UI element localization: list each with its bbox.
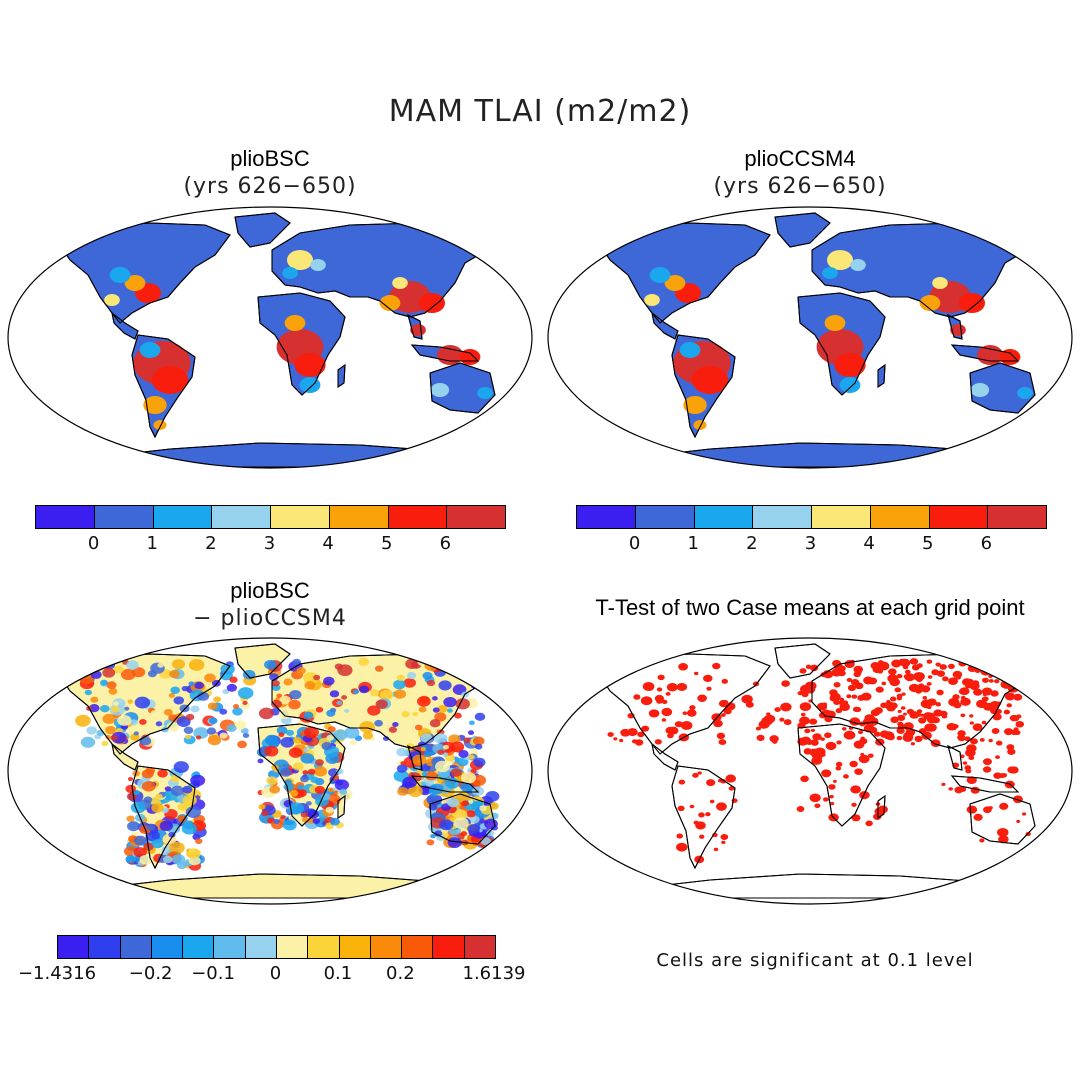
panel-2-title: plioCCSM4 <box>744 146 856 171</box>
colorbar-tick-label: 6 <box>439 533 452 554</box>
colorbar-tick-label: 4 <box>863 533 875 554</box>
panel-2-subtitle: (yrs 626−650) <box>713 174 887 199</box>
map-border <box>7 637 533 905</box>
main-title: MAM TLAI (m2/m2) <box>388 94 692 129</box>
panel-1-subtitle: (yrs 626−650) <box>183 174 357 199</box>
panel-1-title: plioBSC <box>230 146 310 171</box>
colorbar-tick-label: −0.2 <box>128 963 173 984</box>
colorbar-tick-label: 6 <box>980 533 993 554</box>
colorbar-pliobsc <box>35 505 506 529</box>
continent-nz <box>1035 402 1053 424</box>
colorbar-swatch <box>635 506 695 528</box>
colorbar-tick-label: 5 <box>922 533 934 554</box>
colorbar-swatch <box>433 936 465 958</box>
colorbar-swatch <box>212 506 271 528</box>
colorbar-swatch <box>151 936 184 958</box>
panel-3-title: plioBSC <box>230 578 310 603</box>
colorbar-swatch <box>370 936 403 958</box>
continent-antarctica <box>99 442 511 468</box>
colorbar-tick-label: 5 <box>381 533 393 554</box>
colorbar-tick-label: −1.4316 <box>17 963 97 984</box>
colorbar-tick-label: 0.1 <box>323 963 353 984</box>
colorbar-swatch <box>694 506 754 528</box>
colorbar-swatch <box>329 506 389 528</box>
colorbar-swatch <box>120 936 152 958</box>
colorbar-swatch <box>388 506 448 528</box>
colorbar-tick-label: 0 <box>628 533 641 554</box>
colorbar-tick-label: 2 <box>746 533 758 554</box>
colorbar-swatch <box>812 506 871 528</box>
colorbar-swatch <box>402 936 434 958</box>
colorbar-tick-label: 1 <box>687 533 699 554</box>
colorbar-pliocсsm4 <box>576 505 1047 529</box>
significance-note: Cells are significant at 0.1 level <box>656 950 974 971</box>
colorbar-tick-label: 3 <box>263 533 276 554</box>
colorbar-tick-label: 4 <box>322 533 334 554</box>
colorbar-swatch <box>447 506 505 528</box>
map-ttest-significance <box>547 637 1073 905</box>
colorbar-difference <box>57 935 496 959</box>
colorbar-swatch <box>214 936 246 958</box>
colorbar-tick-label: 1 <box>146 533 158 554</box>
continent-nz <box>495 402 513 424</box>
continent-antarctica <box>99 873 511 899</box>
colorbar-swatch <box>94 506 154 528</box>
panel-4-title: T-Test of two Case means at each grid po… <box>595 595 1025 620</box>
colorbar-tick-label: 3 <box>804 533 817 554</box>
colorbar-tick-label: 1.6139 <box>462 963 526 984</box>
map-border <box>547 206 1073 469</box>
map-border <box>7 206 533 469</box>
colorbar-swatch <box>153 506 213 528</box>
colorbar-swatch <box>36 506 95 528</box>
colorbar-swatch <box>271 506 330 528</box>
colorbar-swatch <box>753 506 812 528</box>
colorbar-swatch <box>870 506 930 528</box>
map-pliocсsm4 <box>547 206 1073 469</box>
colorbar-swatch <box>577 506 636 528</box>
colorbar-swatch <box>308 936 340 958</box>
colorbar-swatch <box>339 936 371 958</box>
colorbar-tick-label: 0 <box>87 533 100 554</box>
colorbar-swatch <box>58 936 90 958</box>
continent-antarctica <box>639 873 1051 899</box>
colorbar-tick-label: 0 <box>269 963 282 984</box>
map-difference <box>7 637 533 905</box>
colorbar-swatch <box>464 936 495 958</box>
colorbar-tick-label: 2 <box>205 533 217 554</box>
colorbar-swatch <box>929 506 989 528</box>
colorbar-swatch <box>988 506 1046 528</box>
map-pliobsc <box>7 206 533 469</box>
colorbar-tick-label: 0.2 <box>386 963 415 984</box>
panel-3-subtitle: − plioCCSM4 <box>193 606 347 631</box>
colorbar-swatch <box>245 936 277 958</box>
continent-africa <box>797 723 886 827</box>
colorbar-swatch <box>89 936 121 958</box>
continent-antarctica <box>639 442 1051 468</box>
map-border <box>547 637 1073 905</box>
colorbar-swatch <box>276 936 309 958</box>
colorbar-swatch <box>183 936 215 958</box>
colorbar-tick-label: −0.1 <box>191 963 235 984</box>
